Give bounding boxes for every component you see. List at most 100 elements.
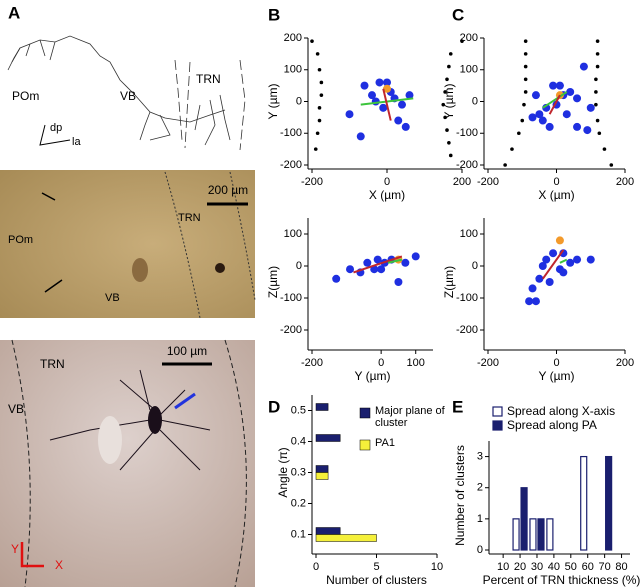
y-tick-label: 0	[296, 95, 302, 107]
bar	[529, 518, 537, 551]
x-tick-label: 5	[373, 561, 379, 573]
y-tick-label: 0.3	[291, 466, 306, 478]
point	[573, 255, 582, 264]
y-tick-label: 0	[472, 95, 478, 107]
point	[566, 258, 575, 267]
point	[317, 106, 322, 110]
point	[535, 274, 544, 283]
y-tick-label: -100	[456, 292, 478, 304]
point	[345, 110, 354, 119]
x-tick-label: 100	[407, 357, 425, 369]
point	[538, 116, 547, 125]
point	[313, 147, 318, 151]
y-tick-label: 200	[284, 32, 302, 44]
axis-arrows	[20, 542, 44, 568]
point	[401, 258, 410, 267]
point	[531, 297, 540, 306]
point	[443, 90, 447, 94]
y-tick-label: 100	[460, 228, 478, 240]
point	[523, 90, 528, 94]
point	[609, 163, 614, 167]
point	[523, 77, 528, 82]
point	[379, 103, 388, 112]
axis-label: Y	[11, 542, 19, 556]
point	[315, 131, 320, 136]
point	[595, 39, 600, 43]
point	[510, 147, 514, 151]
y-tick-label: -200	[280, 159, 302, 171]
axis-label: dp	[50, 122, 62, 134]
region-label: POm	[12, 89, 39, 103]
bar	[315, 465, 329, 473]
x-tick-label: 0	[313, 561, 319, 573]
y-tick-label: -100	[280, 292, 302, 304]
bar	[546, 518, 554, 551]
vector-line	[353, 255, 403, 274]
point	[394, 278, 403, 286]
axis-label: X	[55, 558, 63, 572]
x-axis-label: X (µm)	[538, 188, 574, 202]
x-tick-label: 80	[615, 561, 627, 573]
point	[595, 118, 600, 123]
x-tick-label: -200	[301, 176, 323, 188]
point	[346, 265, 355, 274]
y-tick-label: 0.1	[291, 528, 306, 540]
point	[545, 122, 554, 131]
point	[503, 163, 507, 167]
bar	[537, 518, 545, 551]
point	[445, 128, 449, 132]
x-tick-label: 0	[553, 176, 559, 188]
point	[317, 67, 322, 72]
y-tick-label: 100	[460, 64, 478, 76]
point	[375, 78, 384, 87]
x-tick-label: 200	[616, 357, 634, 369]
vector-line	[382, 88, 392, 121]
x-tick-label: -200	[477, 357, 499, 369]
region-label: TRN	[178, 212, 201, 224]
neuron-drawing	[7, 35, 246, 151]
point	[315, 52, 320, 56]
bar	[315, 534, 377, 542]
x-axis-label: X (µm)	[369, 188, 405, 202]
x-tick-label: -200	[477, 176, 499, 188]
point	[443, 115, 447, 120]
point	[566, 87, 575, 96]
y-tick-label: 0	[296, 260, 302, 272]
legend-swatch	[359, 407, 371, 419]
x-tick-label: 200	[453, 176, 471, 188]
neuron	[49, 369, 211, 471]
panel-label: E	[452, 397, 463, 416]
point	[523, 52, 528, 56]
point	[520, 118, 525, 123]
x-tick-label: 0	[378, 357, 384, 369]
panel-label: C	[452, 5, 464, 24]
bar	[315, 403, 329, 411]
vector-line	[387, 258, 403, 264]
point	[356, 132, 365, 141]
legend-label: Spread along PA	[507, 418, 597, 432]
point	[597, 131, 602, 136]
point	[586, 255, 595, 264]
region-label: VB	[8, 402, 24, 416]
region-label: VB	[120, 89, 136, 103]
point	[319, 80, 324, 85]
x-axis-label: Y (µm)	[354, 369, 390, 383]
point	[523, 64, 528, 69]
point	[405, 91, 414, 100]
legend-swatch	[492, 406, 503, 417]
point	[522, 102, 526, 107]
y-tick-label: -100	[280, 127, 302, 139]
y-tick-label: 0.2	[291, 497, 306, 509]
point	[441, 102, 446, 107]
cell	[215, 263, 225, 273]
legend-swatch	[492, 420, 503, 431]
point	[332, 274, 341, 283]
point	[448, 52, 453, 56]
x-tick-label: 10	[431, 561, 443, 573]
x-tick-label: 20	[514, 561, 526, 573]
region-label: TRN	[40, 357, 65, 371]
x-tick-label: 30	[531, 561, 543, 573]
x-tick-label: -200	[301, 357, 323, 369]
